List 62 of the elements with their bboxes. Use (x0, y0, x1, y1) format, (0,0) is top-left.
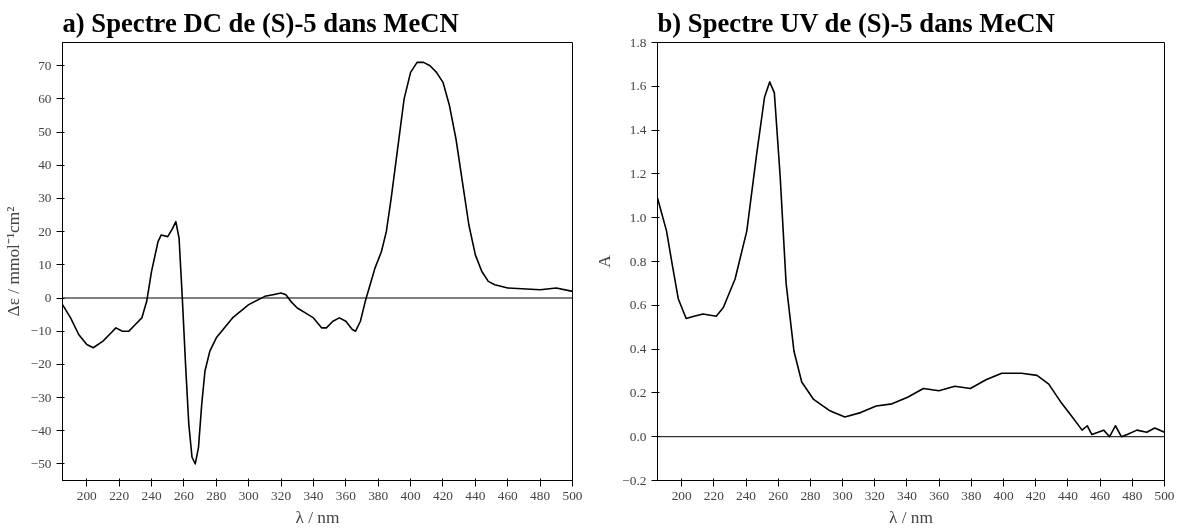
x-tick-label: 400 (400, 487, 421, 503)
x-tick-label: 280 (800, 487, 821, 503)
x-tick-label: 440 (1057, 487, 1079, 503)
x-tick-label: 260 (173, 487, 195, 503)
x-tick-label: 500 (1154, 487, 1175, 503)
y-tick-label: −20 (30, 356, 52, 372)
x-tick-label: 280 (206, 487, 227, 503)
x-tick-label: 460 (1090, 487, 1111, 503)
x-tick-label: 380 (368, 487, 389, 503)
y-tick-label: 0.2 (629, 384, 647, 400)
x-tick-label: 480 (530, 487, 551, 503)
x-axis-title: λ / nm (295, 507, 341, 527)
x-tick-label: 360 (335, 487, 357, 503)
y-tick-label: −10 (30, 323, 52, 339)
y-axis-title: A (595, 254, 615, 268)
y-tick-label: 50 (38, 124, 52, 140)
y-axis-title: Δε / mmol⁻¹cm² (3, 206, 23, 317)
x-tick-label: 420 (432, 487, 454, 503)
x-tick-label: 300 (238, 487, 260, 503)
x-tick-label: 380 (961, 487, 982, 503)
x-tick-label: 400 (993, 487, 1014, 503)
x-tick-label: 340 (303, 487, 324, 503)
x-tick-label: 500 (562, 487, 583, 503)
y-tick-label: 70 (38, 57, 52, 73)
y-tick-label: 40 (38, 157, 52, 173)
x-tick-label: 240 (736, 487, 757, 503)
x-tick-label: 220 (703, 487, 725, 503)
x-tick-label: 260 (768, 487, 789, 503)
x-tick-label: 340 (896, 487, 918, 503)
y-tick-label: 30 (38, 190, 52, 206)
y-tick-label: 20 (38, 223, 52, 239)
x-tick-label: 240 (141, 487, 162, 503)
y-tick-label: 10 (38, 256, 52, 272)
y-tick-label: 0 (44, 290, 52, 305)
x-tick-label: 200 (671, 487, 692, 503)
x-tick-label: 460 (497, 487, 519, 503)
y-tick-label: 1.4 (629, 122, 647, 138)
x-tick-label: 320 (864, 487, 886, 503)
x-tick-label: 200 (76, 487, 98, 503)
x-tick-label: 420 (1025, 487, 1047, 503)
chart-title: b) Spectre UV de (S)-5 dans MeCN (657, 7, 1055, 38)
y-tick-label: 1.2 (629, 165, 647, 181)
y-tick-label: 1.8 (629, 34, 647, 50)
x-tick-label: 300 (832, 487, 853, 503)
x-tick-label: 440 (465, 487, 486, 503)
x-tick-label: 480 (1122, 487, 1143, 503)
y-tick-label: 0.0 (629, 428, 647, 444)
y-tick-label: −40 (30, 422, 52, 438)
y-tick-label: 1.6 (629, 78, 647, 94)
y-tick-label: −50 (30, 455, 52, 471)
y-tick-label: 1.0 (629, 209, 647, 225)
x-tick-label: 320 (271, 487, 292, 503)
y-tick-label: −0.2 (622, 472, 647, 488)
x-tick-label: 220 (109, 487, 130, 503)
x-axis-title: λ / nm (888, 507, 934, 527)
y-tick-label: 0.4 (629, 341, 647, 357)
chart-title: a) Spectre DC de (S)-5 dans MeCN (62, 7, 459, 38)
y-tick-label: 0.6 (629, 297, 647, 313)
x-tick-label: 360 (929, 487, 950, 503)
y-tick-label: 0.8 (629, 253, 647, 269)
y-tick-label: −30 (30, 389, 52, 405)
y-tick-label: 60 (38, 90, 52, 106)
